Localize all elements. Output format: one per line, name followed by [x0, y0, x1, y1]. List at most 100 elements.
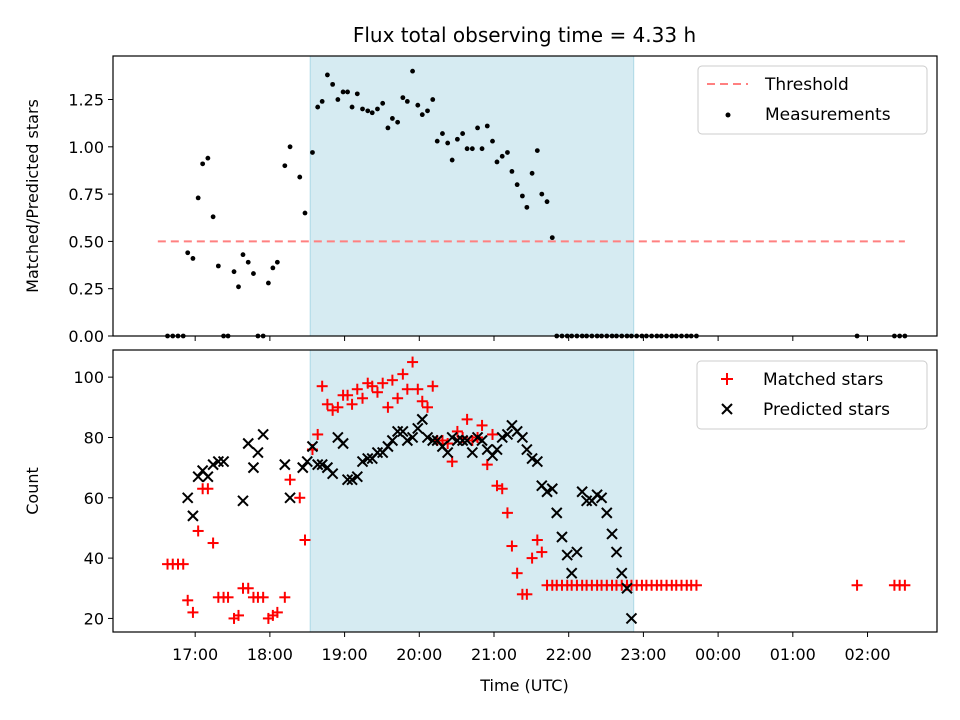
x-stroke-b: [501, 428, 514, 441]
measurements-point: [287, 144, 293, 150]
matched-stars-point: [222, 591, 234, 603]
count-panel-y-ticks: 20 40 60 80 100: [73, 368, 113, 628]
predicted-stars-point: [551, 507, 563, 519]
matched-stars-point: [521, 588, 533, 600]
x-stroke-b: [541, 486, 553, 498]
matched-stars-point: [351, 383, 363, 395]
x-stroke-b: [601, 507, 613, 519]
ratio-panel: 0.00 0.25 0.50 0.75 1.00 1.25 Matched/Predict…: [23, 55, 938, 346]
matched-stars-point: [207, 537, 219, 549]
matched-stars-point: [416, 395, 428, 407]
ratio-y-axis-label: Matched/Predicted stars: [23, 99, 42, 293]
matched-stars-point: [357, 392, 369, 404]
y-tick-label: 0.25: [68, 280, 104, 299]
matched-stars-point: [407, 356, 419, 368]
measurements-point: [385, 125, 391, 131]
measurements-point: [369, 110, 375, 116]
predicted-stars-point: [401, 434, 414, 447]
x-stroke-b: [521, 443, 533, 456]
x-stroke-b: [356, 455, 369, 468]
x-stroke-b: [337, 437, 349, 450]
x-stroke-b: [401, 434, 414, 447]
measurements-point: [415, 102, 421, 108]
measurements-point: [302, 210, 308, 216]
measurements-point: [454, 136, 460, 142]
measurements-point: [205, 155, 211, 161]
measurements-point: [534, 148, 540, 153]
x-stroke-b: [332, 431, 344, 444]
y-tick-label: 1.00: [68, 138, 104, 157]
measurements-point: [315, 104, 321, 110]
predicted-stars-point: [621, 582, 633, 594]
x-stroke-b: [496, 431, 508, 444]
measurements-point: [200, 161, 206, 167]
matched-stars-point: [386, 374, 398, 386]
predicted-stars-point: [625, 612, 638, 625]
ratio-legend: Threshold Measurements: [697, 65, 928, 135]
predicted-stars-point: [461, 434, 473, 447]
x-stroke-b: [297, 461, 309, 474]
y-tick-label: 1.25: [68, 91, 104, 110]
predicted-stars-point: [252, 446, 264, 459]
predicted-stars-point: [187, 510, 199, 522]
x-stroke-b: [565, 567, 578, 579]
x-stroke-b: [351, 470, 363, 483]
matched-stars-point: [481, 459, 493, 471]
predicted-stars-point: [237, 495, 249, 507]
predicted-stars-point: [247, 461, 260, 474]
predicted-stars-point: [616, 567, 628, 579]
predicted-stars-point: [212, 455, 225, 468]
x-stroke-b: [391, 425, 404, 438]
x-stroke-b: [416, 413, 428, 426]
matched-stars-point: [392, 392, 404, 404]
measurements-point: [265, 280, 271, 286]
matched-stars-point: [506, 540, 518, 552]
predicted-stars-point: [391, 425, 404, 438]
measurements-point: [251, 271, 256, 276]
predicted-stars-point: [421, 431, 434, 444]
x-stroke-b: [441, 446, 454, 459]
measurements-point: [524, 204, 530, 210]
matched-stars-point: [312, 428, 324, 440]
measurements-point: [236, 284, 241, 290]
measurements-point: [430, 97, 436, 102]
predicted-stars-point: [181, 492, 194, 504]
measurements-point: [410, 68, 415, 74]
predicted-stars-point: [531, 455, 544, 468]
matched-stars-point: [397, 368, 409, 380]
predicted-stars-point: [427, 434, 439, 447]
matched-stars-point: [461, 413, 473, 425]
x-axis-label: Time (UTC): [479, 676, 568, 695]
measurements-point: [505, 150, 510, 155]
matched-stars-point: [501, 507, 513, 519]
count-legend-box: [696, 360, 928, 430]
x-stroke-b: [436, 440, 449, 453]
predicted-stars-point: [406, 431, 419, 444]
ratio-panel-frame: [112, 55, 938, 337]
matched-stars-point: [342, 389, 354, 401]
measurements-point: [282, 163, 288, 169]
x-stroke-b: [580, 495, 593, 507]
predicted-legend-swatch: [721, 403, 733, 415]
predicted-stars-point: [416, 413, 428, 426]
x-stroke-b: [621, 582, 633, 594]
x-stroke-b: [321, 461, 334, 474]
x-stroke-b: [217, 455, 230, 468]
measurements-point: [404, 99, 410, 104]
measurements-point: [419, 112, 425, 118]
x-stroke-b: [202, 470, 214, 483]
matched-stars-point: [242, 582, 254, 594]
matched-stars-point: [233, 609, 245, 621]
matched-stars-point: [279, 591, 291, 603]
x-stroke-b: [516, 431, 529, 444]
measurements-point: [231, 269, 237, 275]
measurements-point: [475, 125, 480, 131]
measurements-point: [240, 252, 246, 258]
matched-stars-point: [451, 425, 463, 437]
x-stroke-b: [257, 428, 269, 441]
measurements-point: [509, 169, 515, 174]
y-tick-label: 0.50: [68, 232, 104, 251]
measurements-point: [215, 263, 221, 269]
x-stroke-b: [476, 434, 488, 447]
predicted-stars-point: [382, 440, 394, 453]
